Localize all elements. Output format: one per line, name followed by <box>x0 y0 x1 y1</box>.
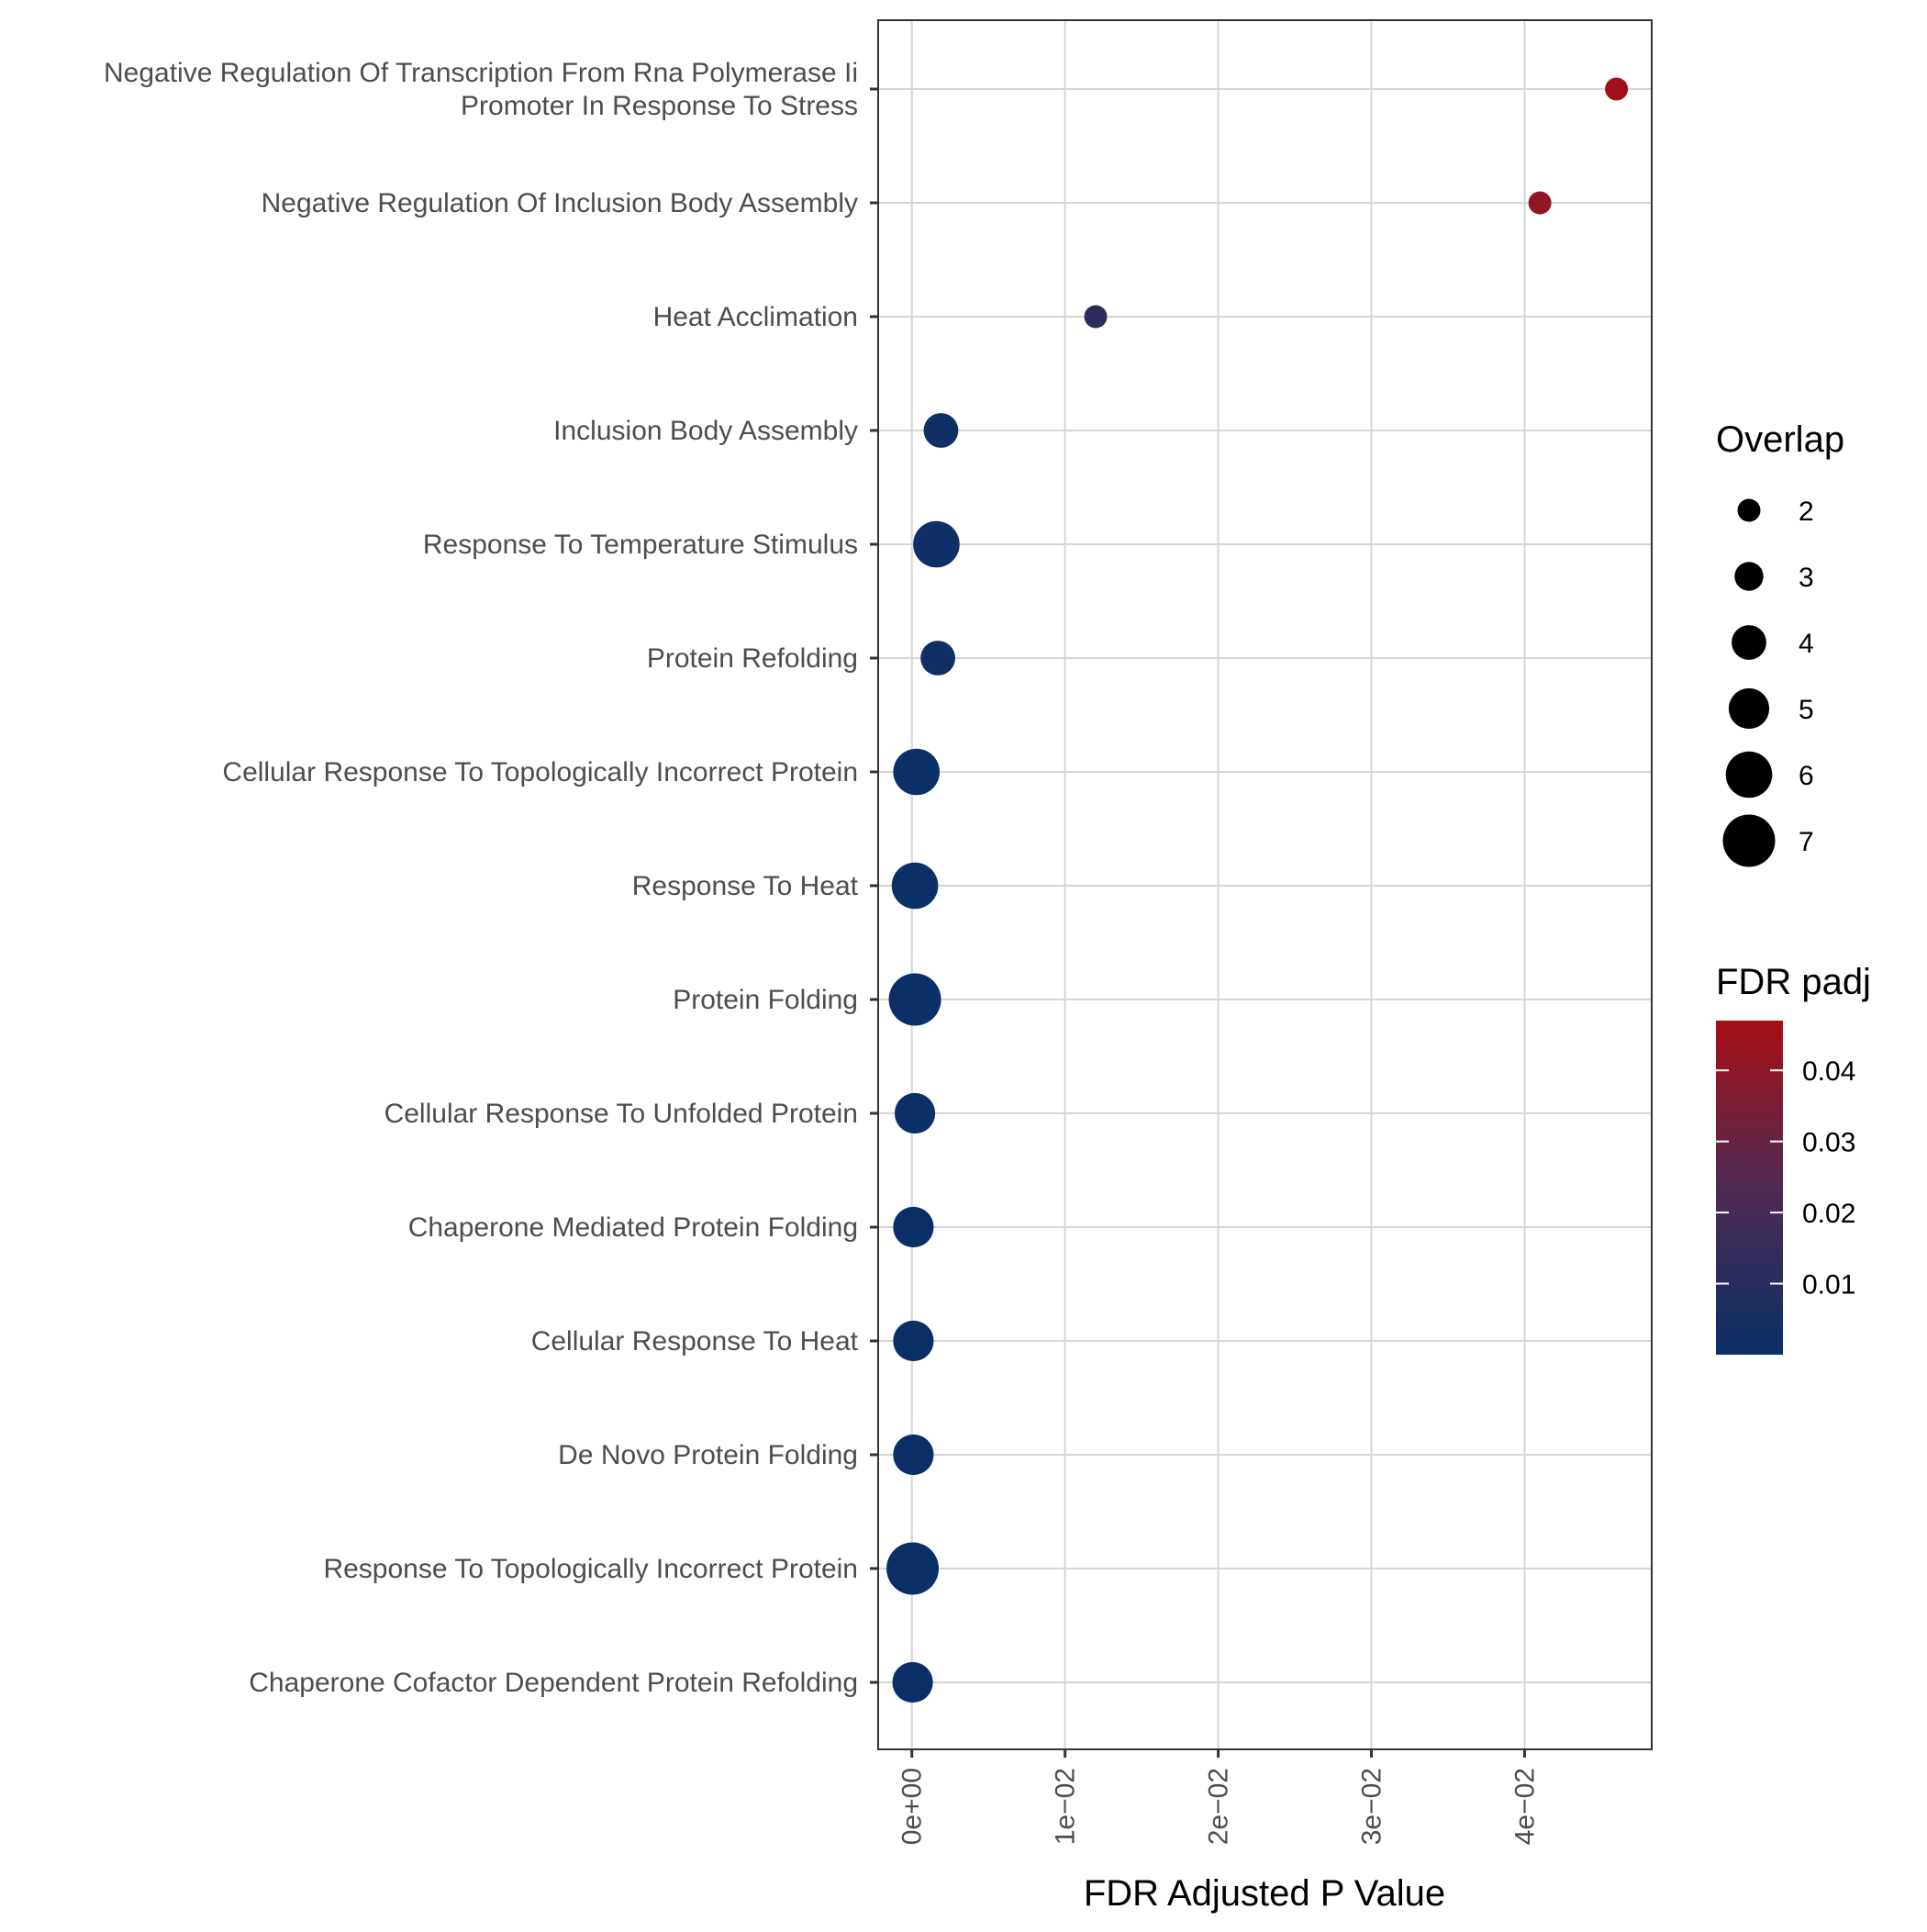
legend-overlap-key-2 <box>1732 625 1766 660</box>
legend-fdr-label-0: 0.01 <box>1802 1270 1855 1301</box>
y-tick-label-5: Protein Refolding <box>647 643 858 674</box>
y-tick-label-13: Response To Topologically Incorrect Prot… <box>323 1554 858 1584</box>
x-axis: 0e+00 1e−02 2e−02 3e−02 4e−02 <box>897 1749 1540 1845</box>
y-tick-label-4: Response To Temperature Stimulus <box>423 530 858 560</box>
y-tick-label-8: Protein Folding <box>673 985 858 1015</box>
legend-overlap-label-0: 2 <box>1799 497 1814 527</box>
y-tick-label-14: Chaperone Cofactor Dependent Protein Ref… <box>249 1668 858 1698</box>
y-tick-label-line: Protein Folding <box>673 985 858 1015</box>
legend-overlap-key-5 <box>1722 814 1776 867</box>
data-points <box>886 77 1629 1703</box>
y-tick-label-7: Response To Heat <box>632 871 859 901</box>
legend-overlap-label-1: 3 <box>1799 563 1814 593</box>
legend-overlap-label-2: 4 <box>1799 629 1814 659</box>
x-tick-label-2: 2e−02 <box>1204 1768 1234 1845</box>
legend-fdr-ticks: 0.01 0.02 0.03 0.04 <box>1716 1056 1855 1301</box>
legend-overlap-key-1 <box>1734 562 1764 591</box>
y-tick-label-9: Cellular Response To Unfolded Protein <box>384 1099 858 1129</box>
legend-fdr-title: FDR padj <box>1716 962 1871 1002</box>
legend-fdr-label-3: 0.04 <box>1802 1056 1855 1087</box>
y-tick-label-line: De Novo Protein Folding <box>558 1440 858 1470</box>
y-tick-label-line: Response To Temperature Stimulus <box>423 530 858 560</box>
data-point-1 <box>1528 191 1552 215</box>
x-tick-label-3: 3e−02 <box>1357 1768 1387 1845</box>
legend-overlap-keys: 2 3 4 5 6 7 <box>1722 497 1814 867</box>
x-tick-label-4: 4e−02 <box>1509 1768 1540 1845</box>
data-point-7 <box>891 862 939 910</box>
legend-overlap-label-4: 6 <box>1799 761 1814 791</box>
y-tick-label-3: Inclusion Body Assembly <box>553 416 858 446</box>
data-point-12 <box>893 1434 934 1476</box>
y-tick-label-line: Heat Acclimation <box>653 302 858 332</box>
y-tick-label-line: Cellular Response To Heat <box>531 1326 859 1357</box>
legend-overlap-label-3: 5 <box>1799 695 1814 725</box>
y-tick-label-line: Cellular Response To Topologically Incor… <box>222 757 858 787</box>
legend-fdr-colorbar <box>1716 1021 1783 1355</box>
y-axis: Negative Regulation Of Transcription Fro… <box>104 58 878 1698</box>
y-tick-label-line: Promoter In Response To Stress <box>461 91 858 121</box>
y-tick-label-12: De Novo Protein Folding <box>558 1440 858 1470</box>
data-point-5 <box>920 641 956 676</box>
y-tick-label-line: Cellular Response To Unfolded Protein <box>384 1099 858 1129</box>
data-point-11 <box>893 1320 934 1362</box>
y-tick-label-line: Response To Heat <box>632 871 859 901</box>
x-axis-title: FDR Adjusted P Value <box>1084 1873 1445 1914</box>
y-tick-label-line: Response To Topologically Incorrect Prot… <box>323 1554 858 1584</box>
y-tick-label-line: Inclusion Body Assembly <box>553 416 858 446</box>
y-tick-label-line: Negative Regulation Of Inclusion Body As… <box>262 188 858 218</box>
legend-overlap-key-4 <box>1725 751 1773 798</box>
data-point-9 <box>894 1092 936 1134</box>
y-tick-label-6: Cellular Response To Topologically Incor… <box>222 757 858 787</box>
y-tick-label-11: Cellular Response To Heat <box>531 1326 859 1357</box>
data-point-6 <box>893 748 941 796</box>
legend-overlap: Overlap 2 3 4 5 6 7 <box>1716 419 1844 867</box>
x-tick-label-1: 1e−02 <box>1051 1768 1081 1845</box>
y-tick-label-1: Negative Regulation Of Inclusion Body As… <box>262 188 858 218</box>
y-tick-label-line: Chaperone Mediated Protein Folding <box>408 1212 858 1243</box>
legend-fdr-label-1: 0.02 <box>1802 1199 1855 1229</box>
y-tick-label-line: Chaperone Cofactor Dependent Protein Ref… <box>249 1668 858 1698</box>
y-tick-label-2: Heat Acclimation <box>653 302 858 332</box>
data-point-8 <box>888 973 941 1026</box>
legend-fdr: FDR padj 0.01 0.02 0.03 0.04 <box>1716 962 1871 1355</box>
y-tick-label-line: Protein Refolding <box>647 643 858 674</box>
x-tick-label-0: 0e+00 <box>897 1768 928 1845</box>
legend-fdr-label-2: 0.03 <box>1802 1128 1855 1158</box>
legend-overlap-key-3 <box>1728 687 1770 730</box>
legend-overlap-key-0 <box>1737 498 1761 522</box>
data-point-13 <box>886 1542 940 1595</box>
grid-lines <box>878 20 1652 1749</box>
data-point-14 <box>892 1661 933 1703</box>
data-point-0 <box>1605 77 1629 101</box>
data-point-3 <box>923 413 959 448</box>
data-point-4 <box>913 520 960 568</box>
legend-overlap-title: Overlap <box>1716 419 1844 460</box>
data-point-10 <box>893 1206 934 1248</box>
y-tick-label-line: Negative Regulation Of Transcription Fro… <box>104 58 858 88</box>
data-point-2 <box>1084 305 1108 329</box>
y-tick-label-0: Negative Regulation Of Transcription Fro… <box>104 58 858 121</box>
y-tick-label-10: Chaperone Mediated Protein Folding <box>408 1212 858 1243</box>
legend-overlap-label-5: 7 <box>1799 827 1814 857</box>
